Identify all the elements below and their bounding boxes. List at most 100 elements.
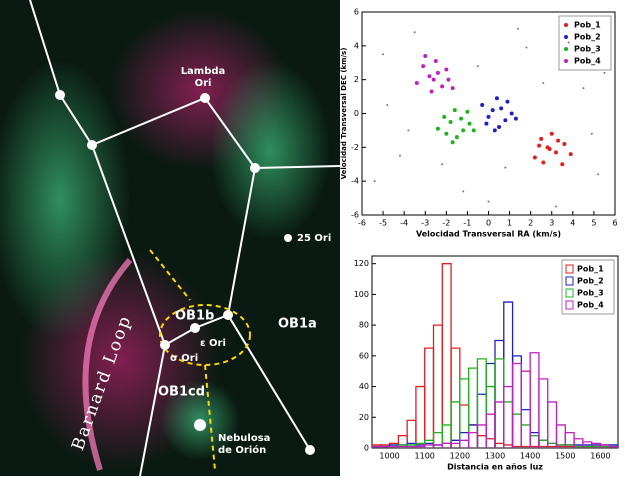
- point: [430, 90, 434, 94]
- x-tick-label: 5: [591, 219, 596, 228]
- y-tick-label: -2: [351, 143, 359, 152]
- point: [495, 96, 499, 100]
- figure: Lambda Ori 25 Ori OB1b ε Ori σ Ori OB1a …: [0, 0, 627, 476]
- point: [533, 155, 537, 159]
- x-tick-label: -4: [400, 219, 408, 228]
- x-tick-label: -6: [358, 219, 366, 228]
- point: [556, 139, 560, 143]
- point: [539, 137, 543, 141]
- point: [554, 150, 558, 154]
- point: [436, 71, 440, 75]
- legend-marker: [564, 23, 568, 27]
- point: [560, 162, 564, 166]
- point: [514, 117, 518, 121]
- y-tick-label: -6: [351, 211, 359, 220]
- point: [537, 144, 541, 148]
- x-tick-label: -1: [463, 219, 471, 228]
- point: [597, 173, 599, 175]
- x-axis-label: Velocidad Transversal RA (km/s): [416, 230, 561, 239]
- image-label: OB1cd: [158, 385, 205, 400]
- x-tick-label: 4: [570, 219, 575, 228]
- x-tick-label: 1500: [555, 452, 575, 461]
- x-tick-label: 2: [528, 219, 533, 228]
- x-tick-label: 1000: [379, 452, 399, 461]
- y-tick-label: 120: [354, 259, 369, 268]
- point: [451, 140, 455, 144]
- point: [444, 132, 448, 136]
- point: [386, 104, 388, 106]
- y-tick-label: 80: [359, 321, 369, 330]
- legend-label: Pob_3: [574, 45, 601, 54]
- image-label: Nebulosa: [218, 433, 270, 444]
- point: [488, 200, 490, 202]
- point: [525, 47, 527, 49]
- image-label: σ Ori: [170, 353, 198, 364]
- x-tick-label: 1400: [520, 452, 540, 461]
- point: [423, 54, 427, 58]
- point: [455, 135, 459, 139]
- point: [461, 128, 465, 132]
- y-tick-label: 40: [359, 382, 369, 391]
- legend-label: Pob_2: [574, 33, 601, 42]
- point: [582, 87, 584, 89]
- legend-label: Pob_4: [574, 57, 601, 66]
- x-tick-label: 1100: [415, 452, 435, 461]
- y-tick-label: 6: [354, 8, 359, 17]
- legend-label: Pob_2: [577, 277, 604, 286]
- x-tick-label: 1: [507, 219, 512, 228]
- point: [491, 108, 495, 112]
- x-tick-label: 6: [612, 219, 617, 228]
- point: [480, 103, 484, 107]
- image-label: Lambda: [181, 66, 226, 77]
- image-label: OB1b: [175, 309, 214, 324]
- point: [504, 167, 506, 169]
- point: [446, 78, 450, 82]
- y-tick-label: 0: [354, 109, 359, 118]
- legend-marker: [564, 35, 568, 39]
- point: [477, 65, 479, 67]
- image-label: OB1a: [278, 317, 317, 332]
- point: [541, 161, 545, 165]
- point: [555, 206, 557, 208]
- point: [440, 84, 444, 88]
- point: [407, 129, 409, 131]
- x-tick-label: 1600: [590, 452, 610, 461]
- point: [462, 190, 464, 192]
- x-tick-label: -3: [421, 219, 429, 228]
- legend-label: Pob_4: [577, 301, 604, 310]
- point: [569, 152, 573, 156]
- point: [562, 142, 566, 146]
- page: Lambda Ori 25 Ori OB1b ε Ori σ Ori OB1a …: [0, 0, 627, 476]
- point: [568, 41, 570, 43]
- point: [465, 110, 469, 114]
- point: [484, 122, 488, 126]
- point: [550, 132, 554, 136]
- sky-image: Lambda Ori 25 Ori OB1b ε Ori σ Ori OB1a …: [0, 0, 340, 476]
- point: [374, 180, 376, 182]
- image-label: 25 Ori: [297, 233, 331, 244]
- point: [542, 82, 544, 84]
- y-axis-label: Velocidad Transversal DEC (km/s): [340, 48, 348, 180]
- point: [505, 100, 509, 104]
- point: [517, 28, 519, 30]
- point: [382, 53, 384, 55]
- legend-marker: [564, 59, 568, 63]
- x-axis-label: Distancia en años luz: [447, 463, 543, 472]
- image-label: de Orión: [218, 444, 266, 456]
- x-tick-label: 3: [549, 219, 554, 228]
- point: [434, 59, 438, 63]
- point: [548, 147, 552, 151]
- point: [503, 118, 507, 122]
- point: [459, 117, 463, 121]
- y-tick-label: 60: [359, 351, 369, 360]
- y-tick-label: 4: [354, 41, 359, 50]
- point: [427, 74, 431, 78]
- point: [449, 120, 453, 124]
- point: [591, 133, 593, 135]
- point: [499, 106, 503, 110]
- point: [487, 115, 491, 119]
- point: [436, 127, 440, 131]
- point: [468, 122, 472, 126]
- legend-label: Pob_1: [577, 265, 604, 274]
- point: [421, 64, 425, 68]
